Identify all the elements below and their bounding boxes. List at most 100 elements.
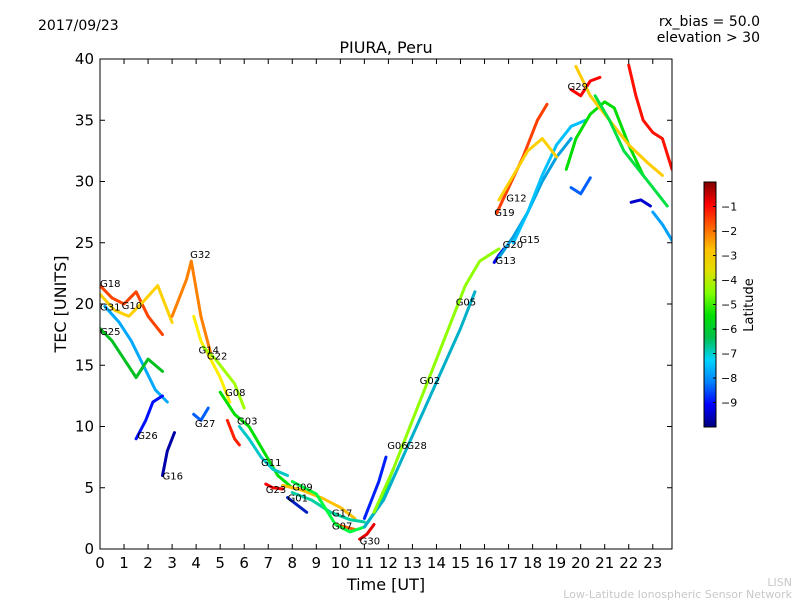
y-axis: 0 5 10 15 20 25 30 35 40 bbox=[75, 50, 672, 558]
y-tick-label: 30 bbox=[75, 173, 94, 191]
satellite-label: G10 bbox=[122, 301, 142, 312]
x-tick-label: 6 bbox=[239, 554, 249, 572]
series-g05 bbox=[372, 247, 501, 514]
colorbar-tick-label: −8 bbox=[721, 372, 737, 385]
satellite-label: G20 bbox=[503, 240, 523, 251]
satellite-label: G03 bbox=[237, 416, 257, 427]
satellite-label: G09 bbox=[292, 483, 312, 494]
x-tick-label: 13 bbox=[403, 554, 422, 572]
satellite-label: G15 bbox=[519, 235, 539, 246]
rx-bias-label: rx_bias = 50.0 bbox=[658, 14, 760, 30]
x-tick-label: 1 bbox=[119, 554, 129, 572]
y-tick-label: 25 bbox=[75, 234, 94, 252]
series-g08 bbox=[218, 390, 294, 490]
y-tick-label: 15 bbox=[75, 356, 94, 374]
series-g16 bbox=[161, 431, 176, 477]
series-g02b bbox=[651, 210, 672, 242]
plot-frame bbox=[99, 58, 673, 550]
x-tick-label: 16 bbox=[475, 554, 494, 572]
y-tick-label: 20 bbox=[75, 295, 94, 313]
satellite-label: G01 bbox=[288, 494, 308, 505]
satellite-label: G25 bbox=[100, 327, 120, 338]
x-axis-label: Time [UT] bbox=[346, 575, 425, 594]
x-tick-label: 8 bbox=[287, 554, 297, 572]
series-g14 bbox=[192, 314, 232, 404]
y-axis-label: TEC [UNITS] bbox=[51, 256, 70, 354]
x-tick-label: 14 bbox=[427, 554, 446, 572]
x-tick-label: 21 bbox=[595, 554, 614, 572]
colorbar-tick-label: −6 bbox=[721, 323, 737, 336]
series-layer bbox=[100, 63, 672, 541]
series-g25 bbox=[100, 327, 164, 379]
series-g12 bbox=[497, 137, 559, 202]
satellite-label: G19 bbox=[494, 208, 514, 219]
series-g10 bbox=[103, 304, 169, 404]
satellite-label: G23 bbox=[266, 485, 286, 496]
colorbar-tick-label: −2 bbox=[721, 225, 737, 238]
satellite-label: G27 bbox=[195, 419, 215, 430]
series-g28b bbox=[569, 176, 592, 196]
satellite-label: G32 bbox=[190, 250, 210, 261]
series-g16b bbox=[629, 198, 652, 208]
series-g26 bbox=[134, 394, 164, 441]
series-g32 bbox=[170, 259, 213, 355]
satellite-label: G13 bbox=[495, 256, 515, 267]
x-tick-label: 12 bbox=[379, 554, 398, 572]
x-tick-label: 5 bbox=[215, 554, 225, 572]
colorbar-tick-label: −1 bbox=[721, 201, 737, 214]
satellite-label: G17 bbox=[332, 508, 352, 519]
series-g30 bbox=[358, 523, 376, 541]
x-tick-label: 19 bbox=[547, 554, 566, 572]
series-g28 bbox=[362, 455, 388, 520]
y-tick-label: 40 bbox=[75, 50, 94, 68]
x-tick-label: 3 bbox=[167, 554, 177, 572]
x-tick-label: 0 bbox=[95, 554, 105, 572]
x-tick-label: 17 bbox=[499, 554, 518, 572]
series-g03 bbox=[225, 418, 241, 447]
satellite-label: G18 bbox=[100, 279, 120, 290]
y-tick-label: 35 bbox=[75, 111, 94, 129]
x-tick-label: 9 bbox=[312, 554, 322, 572]
series-g02 bbox=[362, 290, 477, 529]
date-label: 2017/09/23 bbox=[38, 18, 119, 34]
satellite-label: G11 bbox=[261, 458, 281, 469]
colorbar-tick-label: −4 bbox=[721, 274, 737, 287]
series-g26b bbox=[593, 94, 669, 208]
series-g15 bbox=[511, 118, 587, 245]
org-long-label: Low-Latitude Ionospheric Sensor Network bbox=[563, 588, 792, 601]
series-g21 bbox=[574, 64, 664, 177]
satellite-label: G30 bbox=[360, 536, 380, 547]
satellite-label: G26 bbox=[137, 431, 157, 442]
colorbar: −1 −2 −3 −4 −5 −6 −7 −8 −9 bbox=[703, 181, 737, 428]
colorbar-label: Latitude bbox=[742, 278, 757, 332]
colorbar-tick-label: −3 bbox=[721, 250, 737, 263]
series-g11 bbox=[237, 425, 289, 477]
x-tick-label: 15 bbox=[451, 554, 470, 572]
series-g23 bbox=[264, 482, 285, 491]
series-g09 bbox=[281, 483, 357, 520]
colorbar-tick-label: −7 bbox=[721, 348, 737, 361]
colorbar-tick-label: −9 bbox=[721, 397, 737, 410]
satellite-label: G07 bbox=[332, 522, 352, 533]
elevation-label: elevation > 30 bbox=[656, 30, 760, 46]
x-tick-label: 11 bbox=[355, 554, 374, 572]
y-tick-label: 10 bbox=[75, 418, 94, 436]
satellite-label: G02 bbox=[420, 376, 440, 387]
series-g31 bbox=[100, 284, 174, 324]
series-g27 bbox=[192, 406, 210, 422]
satellite-label: G28 bbox=[406, 441, 426, 452]
x-tick-label: 2 bbox=[143, 554, 153, 572]
x-tick-label: 20 bbox=[571, 554, 590, 572]
x-tick-label: 23 bbox=[643, 554, 662, 572]
y-tick-label: 5 bbox=[84, 479, 94, 497]
satellite-label: G16 bbox=[163, 472, 183, 483]
x-tick-label: 7 bbox=[263, 554, 273, 572]
satellite-label: G31 bbox=[100, 302, 120, 313]
x-tick-label: 4 bbox=[191, 554, 201, 572]
satellite-label: G08 bbox=[225, 388, 245, 399]
x-axis: 0 1 2 3 4 5 6 7 8 9 10 11 12 13 14 15 16 17 18 19 20 21 22 23 bbox=[95, 59, 662, 572]
satellite-label: G06 bbox=[387, 441, 407, 452]
series-g01 bbox=[286, 496, 309, 514]
